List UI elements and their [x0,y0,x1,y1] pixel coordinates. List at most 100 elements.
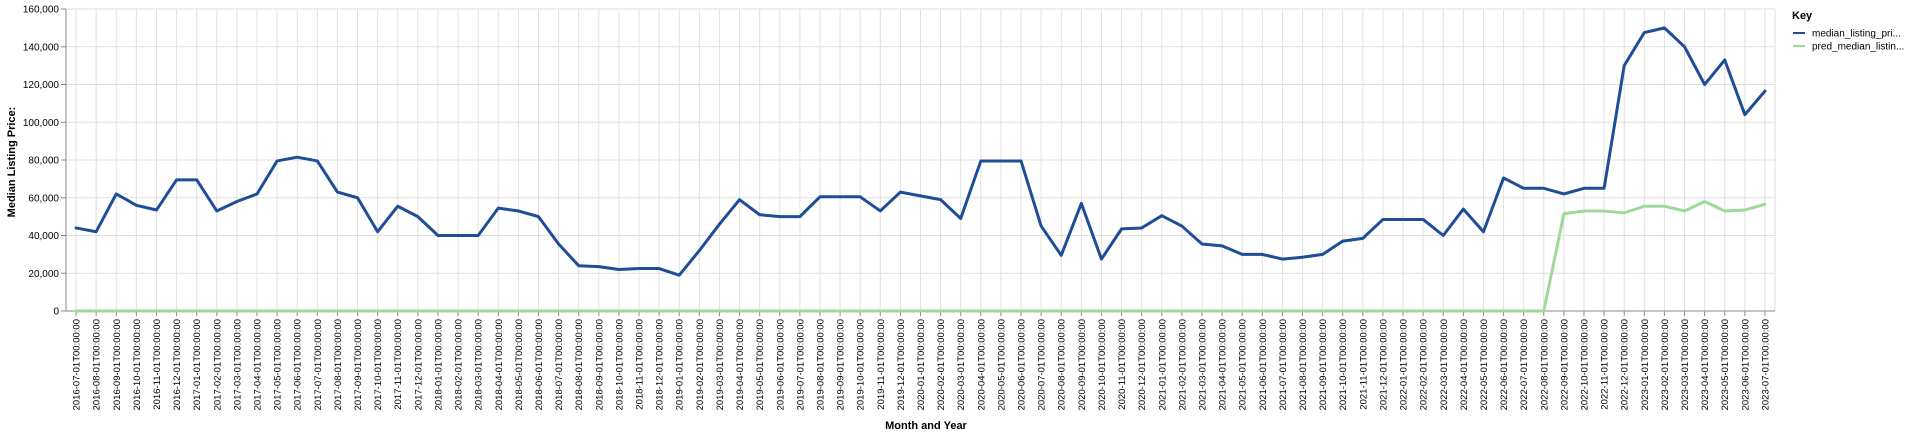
x-tick-label: 2022-02-01T00:00:00 [1419,319,1430,410]
x-tick-label: 2021-10-01T00:00:00 [1338,319,1349,410]
x-tick-label: 2020-03-01T00:00:00 [956,319,967,410]
x-tick-label: 2016-09-01T00:00:00 [112,319,123,410]
x-tick-label: 2020-09-01T00:00:00 [1077,319,1088,410]
x-tick-label: 2023-04-01T00:00:00 [1700,319,1711,410]
x-tick-label: 2020-02-01T00:00:00 [936,319,947,410]
x-tick-label: 2023-06-01T00:00:00 [1740,319,1751,410]
x-tick-label: 2017-09-01T00:00:00 [353,319,364,410]
x-tick-label: 2022-09-01T00:00:00 [1559,319,1570,410]
x-tick-label: 2021-11-01T00:00:00 [1358,319,1369,410]
x-tick-label: 2018-05-01T00:00:00 [514,319,525,410]
legend-label: pred_median_listin... [1812,42,1904,53]
x-tick-label: 2017-03-01T00:00:00 [232,319,243,410]
x-tick-label: 2022-03-01T00:00:00 [1439,319,1450,410]
x-tick-label: 2016-07-01T00:00:00 [72,319,83,410]
x-tick-label: 2018-07-01T00:00:00 [554,319,565,410]
x-tick-label: 2020-08-01T00:00:00 [1057,319,1068,410]
x-tick-label: 2017-06-01T00:00:00 [293,319,304,410]
y-tick-label: 100,000 [23,118,60,129]
x-tick-label: 2019-02-01T00:00:00 [695,319,706,410]
x-tick-label: 2017-10-01T00:00:00 [373,319,384,410]
x-tick-label: 2023-07-01T00:00:00 [1760,319,1771,410]
x-tick-label: 2020-10-01T00:00:00 [1097,319,1108,410]
x-tick-label: 2021-01-01T00:00:00 [1157,319,1168,410]
grid-layer [66,8,1776,311]
x-axis-title: Month and Year [885,420,967,432]
x-tick-label: 2022-05-01T00:00:00 [1479,319,1490,410]
y-tick-label: 120,000 [23,80,60,91]
x-tick-label: 2020-07-01T00:00:00 [1037,319,1048,410]
x-tick-label: 2021-07-01T00:00:00 [1278,319,1289,410]
x-tick-label: 2019-05-01T00:00:00 [755,319,766,410]
x-tick-label: 2018-09-01T00:00:00 [594,319,605,410]
x-tick-label: 2018-01-01T00:00:00 [433,319,444,410]
x-tick-label: 2021-04-01T00:00:00 [1218,319,1229,410]
series-line [74,200,1767,313]
x-tick-label: 2016-11-01T00:00:00 [152,319,163,410]
x-tick-label: 2021-12-01T00:00:00 [1378,319,1389,410]
x-tick-label: 2018-04-01T00:00:00 [494,319,505,410]
x-tick-label: 2022-12-01T00:00:00 [1620,319,1631,410]
x-tick-label: 2017-01-01T00:00:00 [192,319,203,410]
x-tick-label: 2019-12-01T00:00:00 [896,319,907,410]
y-axis-title: Median Listing Price: [6,107,18,218]
x-tick-label: 2018-02-01T00:00:00 [454,319,465,410]
x-tick-label: 2023-03-01T00:00:00 [1680,319,1691,410]
x-tick-label: 2018-06-01T00:00:00 [534,319,545,410]
y-tick-label: 140,000 [23,42,60,53]
axis-layer: 0 20,000 40,000 60,000 80,000 100,000 120,000 1… [23,5,1775,410]
x-tick-label: 2020-04-01T00:00:00 [976,319,987,410]
x-tick-label: 2018-08-01T00:00:00 [574,319,585,410]
x-tick-label: 2019-04-01T00:00:00 [735,319,746,410]
x-tick-label: 2018-11-01T00:00:00 [635,319,646,410]
x-tick-label: 2016-12-01T00:00:00 [172,319,183,410]
x-tick-label: 2019-07-01T00:00:00 [795,319,806,410]
x-tick-label: 2018-03-01T00:00:00 [474,319,485,410]
x-tick-label: 2021-08-01T00:00:00 [1298,319,1309,410]
x-tick-label: 2019-06-01T00:00:00 [775,319,786,410]
y-tick-label: 40,000 [28,231,59,242]
x-tick-label: 2023-02-01T00:00:00 [1660,319,1671,410]
x-tick-label: 2017-05-01T00:00:00 [273,319,284,410]
y-tick-label: 80,000 [28,156,59,167]
x-tick-label: 2023-05-01T00:00:00 [1720,319,1731,410]
x-tick-label: 2021-06-01T00:00:00 [1258,319,1269,410]
x-tick-label: 2022-10-01T00:00:00 [1579,319,1590,410]
x-tick-label: 2022-04-01T00:00:00 [1459,319,1470,410]
legend: Key median_listing_pri... pred_median_lis… [1792,10,1904,53]
x-tick-label: 2020-12-01T00:00:00 [1137,319,1148,410]
legend-items: median_listing_pri... pred_median_listin.… [1793,29,1904,53]
x-tick-label: 2023-01-01T00:00:00 [1640,319,1651,410]
legend-label: median_listing_pri... [1812,29,1901,40]
x-tick-label: 2019-11-01T00:00:00 [876,319,887,410]
x-tick-label: 2019-09-01T00:00:00 [836,319,847,410]
x-tick-label: 2017-04-01T00:00:00 [253,319,264,410]
x-tick-label: 2021-03-01T00:00:00 [1197,319,1208,410]
x-tick-label: 2020-06-01T00:00:00 [1017,319,1028,410]
x-tick-label: 2019-01-01T00:00:00 [675,319,686,410]
x-tick-label: 2020-11-01T00:00:00 [1117,319,1128,410]
x-tick-label: 2019-10-01T00:00:00 [856,319,867,410]
x-tick-label: 2017-07-01T00:00:00 [313,319,324,410]
y-tick-label: 20,000 [28,269,59,280]
x-tick-label: 2017-08-01T00:00:00 [333,319,344,410]
x-tick-label: 2022-01-01T00:00:00 [1399,319,1410,410]
x-tick-label: 2020-05-01T00:00:00 [996,319,1007,410]
x-tick-label: 2021-02-01T00:00:00 [1177,319,1188,410]
x-tick-label: 2020-01-01T00:00:00 [916,319,927,410]
x-tick-label: 2022-06-01T00:00:00 [1499,319,1510,410]
x-tick-label: 2018-12-01T00:00:00 [655,319,666,410]
x-tick-label: 2019-08-01T00:00:00 [815,319,826,410]
y-tick-label: 0 [53,307,59,318]
x-tick-label: 2021-09-01T00:00:00 [1318,319,1329,410]
y-tick-label: 160,000 [23,5,60,16]
x-tick-label: 2019-03-01T00:00:00 [715,319,726,410]
x-tick-label: 2022-08-01T00:00:00 [1539,319,1550,410]
x-tick-label: 2016-10-01T00:00:00 [132,319,143,410]
series-line [74,26,1767,277]
x-tick-label: 2017-11-01T00:00:00 [393,319,404,410]
y-tick-label: 60,000 [28,193,59,204]
x-tick-label: 2022-11-01T00:00:00 [1600,319,1611,410]
